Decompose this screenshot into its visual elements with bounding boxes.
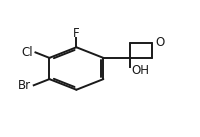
Text: F: F — [73, 27, 79, 40]
Text: Br: Br — [18, 79, 31, 92]
Text: OH: OH — [131, 64, 149, 77]
Text: Cl: Cl — [22, 46, 33, 59]
Text: O: O — [154, 36, 164, 49]
